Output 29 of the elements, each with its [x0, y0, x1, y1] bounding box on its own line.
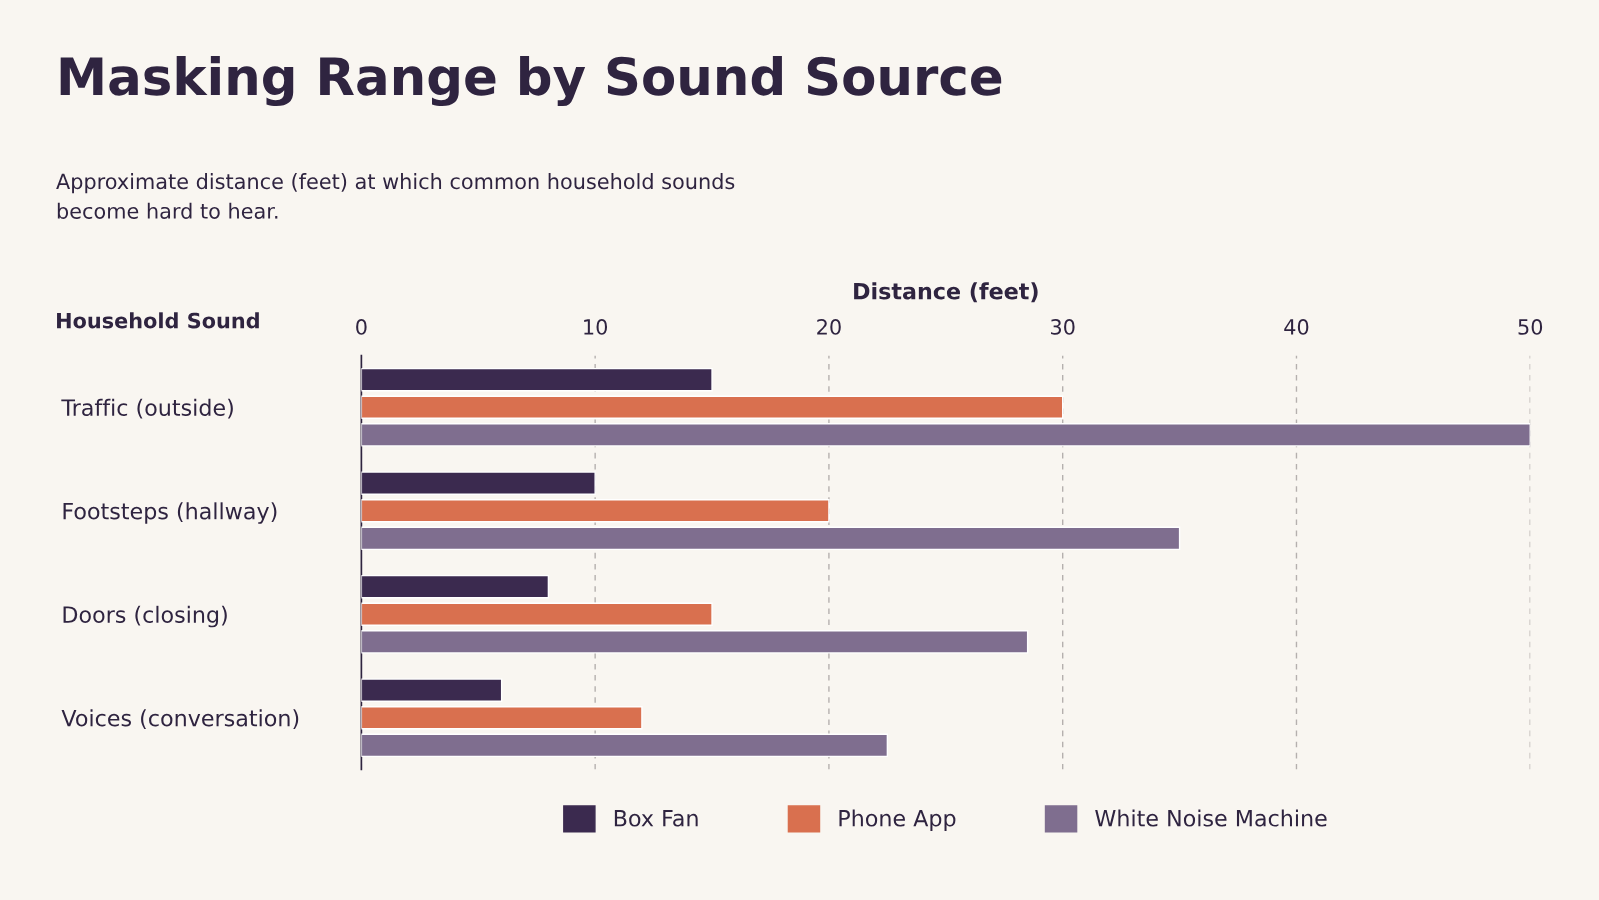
y-tick-label: Footsteps (hallway): [63, 502, 277, 524]
y-tick-label: Doors (closing): [63, 605, 227, 628]
x-tick-label: 30: [1051, 319, 1075, 335]
legend-label: White Noise Machine: [1095, 809, 1327, 827]
legend-label: Box Fan: [614, 810, 698, 827]
x-axis-title: Distance (feet): [854, 282, 1038, 303]
x-tick-label: 40: [1284, 319, 1309, 335]
bar: [361, 733, 889, 758]
bar: [361, 367, 713, 392]
y-tick-label: Voices (conversation): [61, 709, 299, 730]
bar: [361, 423, 1531, 447]
x-tick-label: 0: [356, 319, 367, 335]
bar: [361, 471, 596, 495]
chart-subtitle: Approximate distance (feet) at which common household sounds become hard to hear.: [56, 173, 735, 219]
bar: [361, 706, 643, 730]
bar: [361, 526, 1181, 551]
bar: [361, 678, 503, 702]
y-axis-title: Household Sound: [57, 312, 259, 329]
x-tick-label: 20: [817, 319, 841, 335]
x-tick-label: 50: [1518, 319, 1543, 335]
y-tick-label: Traffic (outside): [61, 398, 233, 419]
bar: [361, 574, 550, 599]
chart-title: Masking Range by Sound Source: [60, 55, 1002, 107]
bar: [361, 630, 1029, 654]
x-tick-label: 10: [584, 319, 608, 335]
bar: [361, 395, 1064, 419]
bar: [361, 499, 830, 523]
bar: [361, 602, 713, 626]
legend-label: Phone App: [839, 809, 956, 831]
